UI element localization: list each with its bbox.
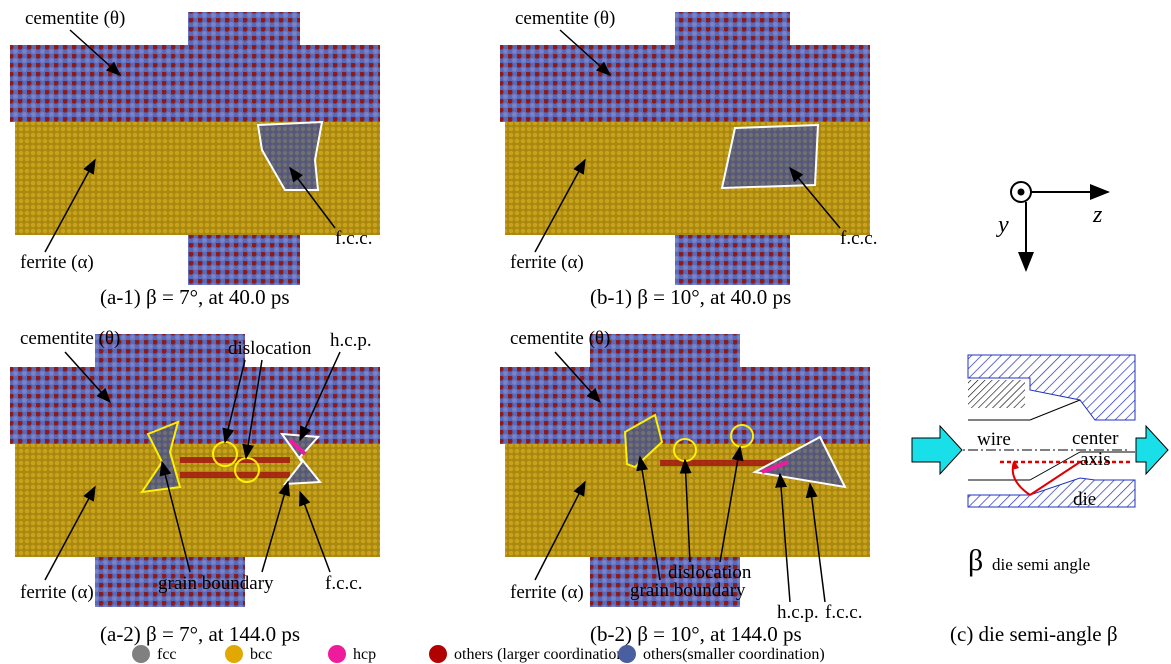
- cementite-region: [675, 235, 790, 285]
- annotation: grain boundary: [630, 580, 746, 601]
- annotation: ferrite (α): [510, 582, 584, 603]
- annotation: cementite (θ): [20, 328, 120, 349]
- annotation: grain boundary: [158, 573, 274, 594]
- annotation: f.c.c.: [840, 228, 877, 249]
- cementite-region: [500, 334, 870, 444]
- cementite-region: [188, 235, 300, 285]
- caption: (b-1) β = 10°, at 40.0 ps: [590, 285, 791, 309]
- die-label: β: [968, 544, 983, 577]
- panel: cementite (θ) ferrite (α) f.c.c.: [10, 8, 380, 285]
- annotation: h.c.p.: [330, 330, 372, 351]
- caption: (a-1) β = 7°, at 40.0 ps: [100, 285, 290, 309]
- axes-glyph: y z: [996, 182, 1108, 270]
- die-label: wire: [977, 429, 1011, 450]
- axis-label: z: [1092, 202, 1103, 228]
- annotation: dislocation: [668, 562, 752, 583]
- annotation: f.c.c.: [335, 228, 372, 249]
- legend-swatch: [328, 645, 346, 663]
- cementite-region: [10, 334, 380, 444]
- annotation: cementite (θ): [510, 328, 610, 349]
- legend-swatch: [225, 645, 243, 663]
- annotation: cementite (θ): [25, 8, 125, 29]
- die-label: die: [1073, 489, 1096, 510]
- legend-label: bcc: [250, 646, 272, 663]
- figure: y z wire center axis die β die semi angl…: [0, 0, 1171, 664]
- die-diagram: wire center axis die β die semi angle (c…: [912, 355, 1168, 646]
- ferrite-region: [15, 122, 380, 235]
- annotation: ferrite (α): [20, 582, 94, 603]
- annotation: ferrite (α): [20, 252, 94, 273]
- legend-label: fcc: [157, 646, 177, 663]
- legend-swatch: [429, 645, 447, 663]
- annotation: f.c.c.: [325, 573, 362, 594]
- annotation: cementite (θ): [515, 8, 615, 29]
- annotation: ferrite (α): [510, 252, 584, 273]
- panel: cementite (θ) dislocation h.c.p. grain boun…: [10, 328, 380, 607]
- fcc-region: [722, 125, 818, 188]
- legend-swatch: [132, 645, 150, 663]
- die-label: axis: [1080, 449, 1111, 470]
- caption: (c) die semi-angle β: [950, 622, 1118, 646]
- legend: fcc bcc hcp others (larger coordination) oth…: [132, 645, 825, 663]
- legend-label: others(smaller coordination): [643, 646, 825, 663]
- die-label: die semi angle: [992, 555, 1090, 574]
- legend-label: hcp: [353, 646, 376, 663]
- annotation: dislocation: [228, 338, 312, 359]
- caption: (a-2) β = 7°, at 144.0 ps: [100, 622, 300, 646]
- legend-label: others (larger coordination): [454, 646, 630, 663]
- axis-label: y: [996, 212, 1009, 238]
- annotation: h.c.p.: [777, 602, 819, 623]
- die-label: center: [1072, 428, 1119, 449]
- legend-swatch: [618, 645, 636, 663]
- annotation: f.c.c.: [825, 602, 862, 623]
- caption: (b-2) β = 10°, at 144.0 ps: [590, 622, 802, 646]
- panel: cementite (θ) ferrite (α) f.c.c.: [500, 8, 877, 285]
